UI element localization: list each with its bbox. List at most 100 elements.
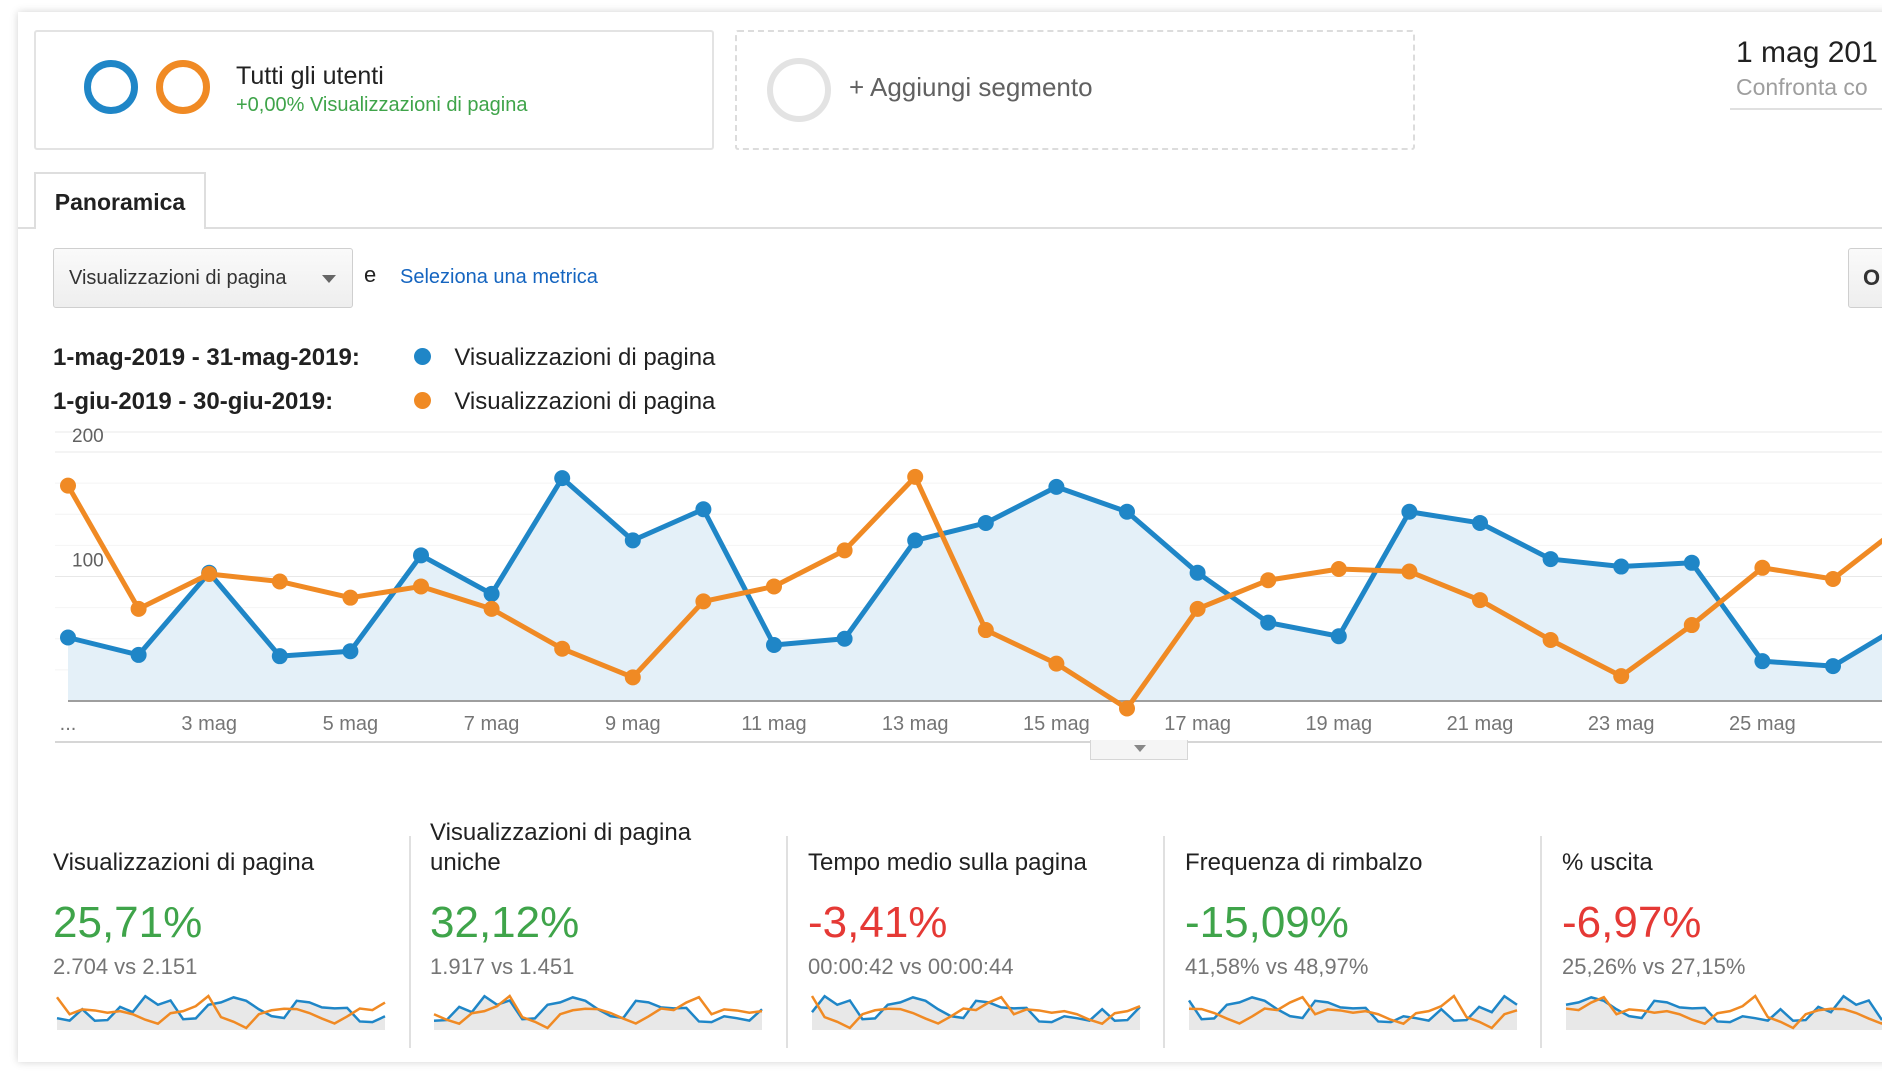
segment-all-users[interactable]: Tutti gli utenti +0,00% Visualizzazioni … xyxy=(34,30,714,150)
scorecard-divider xyxy=(786,836,788,1048)
scorecard-sparkline xyxy=(1187,994,1518,1030)
scorecard-percent: 32,12% xyxy=(430,898,580,947)
x-tick-label: 17 mag xyxy=(1164,713,1231,735)
data-point-previous xyxy=(1048,655,1065,672)
scorecard-bounce-rate[interactable]: Frequenza di rimbalzo -15,09% 41,58% vs … xyxy=(1185,828,1545,1048)
x-tick-label: 21 mag xyxy=(1447,713,1514,735)
metric-select-value: Visualizzazioni di pagina xyxy=(69,267,287,289)
scorecard-percent: -3,41% xyxy=(808,898,948,947)
x-tick-label: 23 mag xyxy=(1588,713,1655,735)
date-range-selector[interactable]: 1 mag 201 xyxy=(1736,36,1878,69)
data-point-current xyxy=(413,547,429,564)
scorecard-sparkline xyxy=(433,994,763,1030)
data-point-current xyxy=(1260,614,1277,631)
sparkline-previous xyxy=(433,994,763,1030)
pageviews-line-chart[interactable]: 100 200... 3 mag 5 mag 7 mag 9 mag 11 mag 13 ma… xyxy=(0,0,1882,760)
data-point-current xyxy=(1472,514,1488,531)
chart-options-button[interactable]: O xyxy=(1848,248,1882,308)
chart-collapse-handle[interactable] xyxy=(1090,740,1188,760)
series-area-current xyxy=(68,478,1882,701)
data-point-current xyxy=(695,501,712,518)
scorecard-compare: 1.917 vs 1.451 xyxy=(430,954,575,979)
scorecard-sparkline xyxy=(1565,994,1882,1030)
tabs-divider xyxy=(18,227,1882,229)
data-point-current xyxy=(1048,478,1065,495)
data-point-current xyxy=(1401,503,1418,520)
scorecard-title: Visualizzazioni di pagina uniche xyxy=(430,819,692,876)
x-tick-label: 3 mag xyxy=(181,713,237,735)
sparkline-previous xyxy=(1565,994,1882,1030)
x-tick-label: 5 mag xyxy=(323,713,379,735)
data-point-previous xyxy=(1330,561,1347,578)
legend-blue-dot-icon xyxy=(413,348,431,366)
data-point-current xyxy=(130,646,147,663)
data-point-current xyxy=(483,585,500,602)
data-point-previous xyxy=(1613,668,1630,685)
legend-row-previous: 1-giu-2019 - 30-giu-2019: Visualizzazion… xyxy=(53,388,715,416)
segment-subtitle: +0,00% Visualizzazioni di pagina xyxy=(236,94,528,116)
data-point-previous xyxy=(1119,700,1135,717)
scorecard-avg-time[interactable]: Tempo medio sulla pagina -3,41% 00:00:42… xyxy=(808,828,1168,1048)
data-point-current xyxy=(60,629,76,646)
scorecard-exit-rate[interactable]: % uscita -6,97% 25,26% vs 27,15% xyxy=(1562,828,1882,1048)
add-segment-button[interactable]: + Aggiungi segmento xyxy=(735,30,1415,150)
sparkline-previous xyxy=(810,995,1141,1030)
data-point-current xyxy=(1119,503,1135,520)
data-point-previous xyxy=(624,669,641,686)
data-point-previous xyxy=(977,622,994,639)
scorecard-percent: 25,71% xyxy=(53,898,203,947)
empty-segment-circle-icon xyxy=(767,58,831,122)
data-point-current xyxy=(766,636,782,653)
data-point-previous xyxy=(413,578,429,595)
data-point-current xyxy=(1613,558,1630,575)
sparkline-previous xyxy=(55,994,386,1030)
segment-orange-circle-icon xyxy=(156,60,210,114)
data-point-current xyxy=(836,630,853,647)
scorecard-percent: -6,97% xyxy=(1562,898,1702,947)
sparkline-area xyxy=(1566,996,1882,1030)
data-point-previous xyxy=(1472,592,1488,609)
data-point-previous xyxy=(1825,570,1841,587)
chevron-down-icon xyxy=(1134,745,1146,752)
add-segment-label: + Aggiungi segmento xyxy=(849,72,1093,102)
scorecard-title: % uscita xyxy=(1562,849,1653,876)
scorecard-sparkline xyxy=(55,994,386,1030)
tab-active-marker xyxy=(36,226,204,230)
data-point-current xyxy=(271,648,288,665)
data-point-previous xyxy=(766,578,782,595)
select-metric-link[interactable]: Seleziona una metrica xyxy=(400,266,598,288)
scorecard-pageviews[interactable]: Visualizzazioni di pagina 25,71% 2.704 v… xyxy=(53,828,413,1048)
data-point-current xyxy=(1683,554,1700,571)
scorecard-divider xyxy=(1163,836,1165,1048)
scorecard-unique-pageviews[interactable]: Visualizzazioni di pagina uniche 32,12% … xyxy=(430,819,790,1048)
legend-label: Visualizzazioni di pagina xyxy=(454,344,716,371)
legend-range: 1-giu-2019 - 30-giu-2019: xyxy=(53,388,334,415)
data-point-previous xyxy=(554,640,571,657)
tab-overview[interactable]: Panoramica xyxy=(34,172,206,228)
scorecard-percent: -15,09% xyxy=(1185,898,1349,947)
sparkline-area xyxy=(434,996,762,1030)
chevron-down-icon xyxy=(322,275,336,283)
x-tick-label: 25 mag xyxy=(1729,713,1796,735)
x-tick-label: 11 mag xyxy=(741,713,806,735)
data-point-previous xyxy=(271,573,288,590)
x-tick-label: 9 mag xyxy=(605,713,661,735)
scorecard-sparkline xyxy=(810,994,1141,1030)
data-point-previous xyxy=(907,468,924,485)
x-tick-label: 13 mag xyxy=(882,713,949,735)
scorecard-divider xyxy=(409,836,411,1048)
segment-title: Tutti gli utenti xyxy=(236,62,384,90)
segment-blue-circle-icon xyxy=(84,60,138,114)
data-point-previous xyxy=(130,600,147,617)
date-compare-label: Confronta co xyxy=(1736,74,1868,100)
data-point-previous xyxy=(1401,563,1418,580)
scorecard-compare: 41,58% vs 48,97% xyxy=(1185,954,1369,979)
data-point-previous xyxy=(1683,617,1700,634)
data-point-current xyxy=(554,470,571,487)
data-point-current xyxy=(624,532,641,549)
data-point-previous xyxy=(695,593,712,610)
data-point-previous xyxy=(1260,572,1277,589)
metric-select[interactable]: Visualizzazioni di pagina xyxy=(53,248,353,308)
x-tick-label: 19 mag xyxy=(1305,713,1372,735)
data-point-current xyxy=(1542,551,1559,568)
